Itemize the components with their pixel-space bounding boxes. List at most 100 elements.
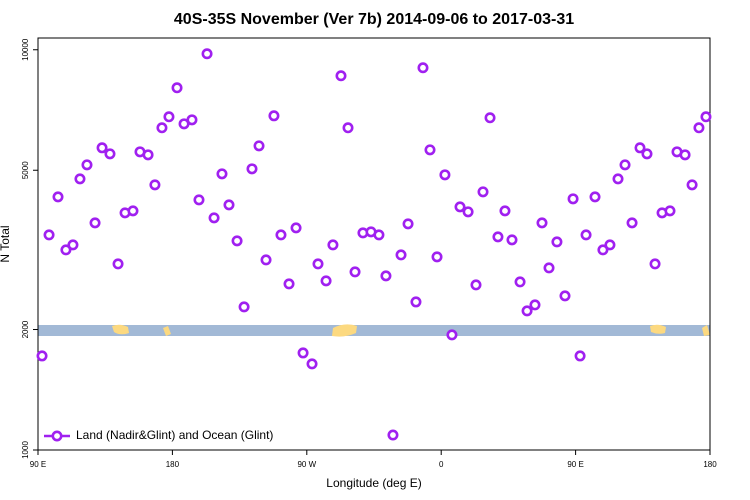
point [634,142,646,154]
point [36,350,48,362]
point [223,199,235,211]
point [163,111,175,123]
legend-marker [51,430,63,442]
point [201,48,213,60]
point [312,258,324,270]
point [470,279,482,291]
point [619,159,631,171]
point [604,239,616,251]
point [67,239,79,251]
point [454,201,466,213]
point [142,149,154,161]
point [193,194,205,206]
x-tick-label: 180 [166,460,180,469]
point [81,159,93,171]
x-tick-label: 90 E [567,460,583,469]
point [387,429,399,441]
point [342,122,354,134]
point [477,186,489,198]
point [208,212,220,224]
point [597,244,609,256]
point [693,122,705,134]
x-axis-label: Longitude (deg E) [326,476,421,490]
point [567,193,579,205]
x-tick-label: 0 [439,460,444,469]
x-tick-label: 90 W [297,460,316,469]
point [551,236,563,248]
point [402,218,414,230]
point [589,191,601,203]
y-axis-label: N Total [0,225,12,262]
point [320,275,332,287]
legend-label: Land (Nadir&Glint) and Ocean (Glint) [76,428,273,442]
point [246,163,258,175]
y-tick-label: 1000 [21,441,30,459]
point [127,205,139,217]
point [649,258,661,270]
x-tick-label: 180 [703,460,717,469]
plot-frame [37,37,711,451]
point [395,249,407,261]
point [664,205,676,217]
point [52,191,64,203]
map-strip [38,324,710,337]
y-tick-label: 10000 [21,38,30,61]
x-tick-label: 90 E [30,460,46,469]
point [306,358,318,370]
point [543,262,555,274]
point [335,70,347,82]
point [514,276,526,288]
point [60,244,72,256]
point [275,229,287,241]
point [231,235,243,247]
y-tick-label: 2000 [21,320,30,338]
point [506,234,518,246]
point [700,111,712,123]
point [424,144,436,156]
point [536,217,548,229]
point [96,142,108,154]
point [186,114,198,126]
point [373,229,385,241]
point [492,231,504,243]
point [626,217,638,229]
point [484,112,496,124]
point [327,239,339,251]
point [559,290,571,302]
point [112,258,124,270]
point [679,149,691,161]
point [529,299,541,311]
point [43,229,55,241]
point [216,168,228,180]
point [380,270,392,282]
point [462,206,474,218]
point [290,222,302,234]
point [268,110,280,122]
point [574,350,586,362]
point [149,179,161,191]
point [612,173,624,185]
point [446,329,458,341]
point [431,251,443,263]
point [104,148,116,160]
point [439,169,451,181]
point [417,62,429,74]
point [171,82,183,94]
point [156,122,168,134]
point [580,229,592,241]
point [260,254,272,266]
point [283,278,295,290]
point [521,305,533,317]
point [297,347,309,359]
point [499,205,511,217]
point [74,173,86,185]
point [641,148,653,160]
point [253,140,265,152]
point [410,296,422,308]
point [238,301,250,313]
y-tick-label: 5000 [21,161,30,179]
point [89,217,101,229]
point [686,179,698,191]
point [349,266,361,278]
